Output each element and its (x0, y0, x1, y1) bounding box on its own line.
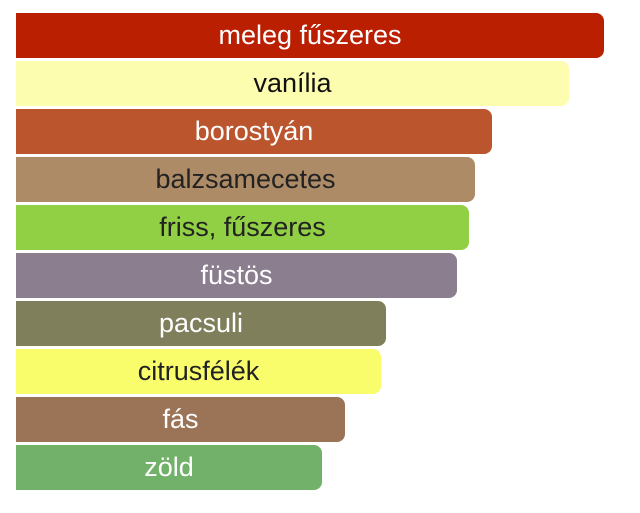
bar-6: pacsuli (16, 301, 386, 346)
bar-1: vanília (16, 61, 569, 106)
bar-label-9: zöld (144, 452, 194, 482)
bar-label-8: fás (162, 404, 199, 434)
bar-label-3: balzsamecetes (155, 164, 336, 194)
bar-0: meleg fűszeres (16, 13, 604, 58)
bar-label-7: citrusfélék (137, 356, 260, 386)
bar-7: citrusfélék (16, 349, 381, 394)
bar-label-6: pacsuli (158, 308, 244, 338)
bar-label-4: friss, fűszeres (159, 212, 326, 242)
bar-5: füstös (16, 253, 457, 298)
bar-3: balzsamecetes (16, 157, 475, 202)
bar-label-1: vanília (253, 68, 332, 98)
bar-8: fás (16, 397, 345, 442)
bar-2: borostyán (16, 109, 492, 154)
bar-label-5: füstös (200, 260, 273, 290)
bar-9: zöld (16, 445, 322, 490)
bar-label-2: borostyán (194, 116, 314, 146)
bar-label-0: meleg fűszeres (218, 20, 402, 50)
bar-4: friss, fűszeres (16, 205, 469, 250)
